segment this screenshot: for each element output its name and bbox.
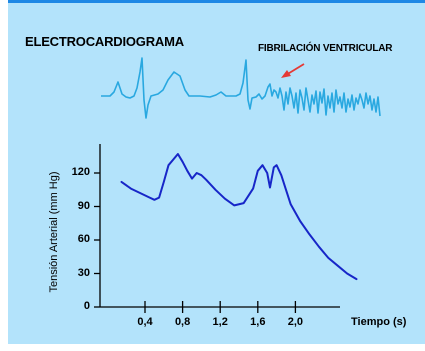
y-tick-label: 30 [77,266,90,279]
x-tick-label: 1,2 [212,316,228,328]
x-tick-label: 1,6 [250,316,266,328]
arrow-head [281,70,291,78]
ecg-trace [101,57,381,119]
x-tick-label: 0,4 [137,316,153,328]
pressure-curve [120,153,358,281]
x-tick-label: 0,8 [174,316,191,328]
slide-panel [8,0,425,344]
x-axis-label: Tiempo (s) [351,316,407,328]
y-tick-marks [94,172,100,308]
ecg-title: ELECTROCARDIOGRAMA [25,34,184,49]
y-tick-label: 90 [77,199,90,212]
x-tick-marks [144,301,297,313]
y-tick-label: 120 [71,166,90,178]
y-tick-label: 60 [77,233,90,245]
x-tick-label: 2,0 [287,316,304,328]
fibrillation-label: FIBRILACIÓN VENTRICULAR [258,43,393,54]
y-axis-label: Tensión Arterial (mm Hg) [48,171,60,293]
y-tick-label: 0 [83,300,90,312]
